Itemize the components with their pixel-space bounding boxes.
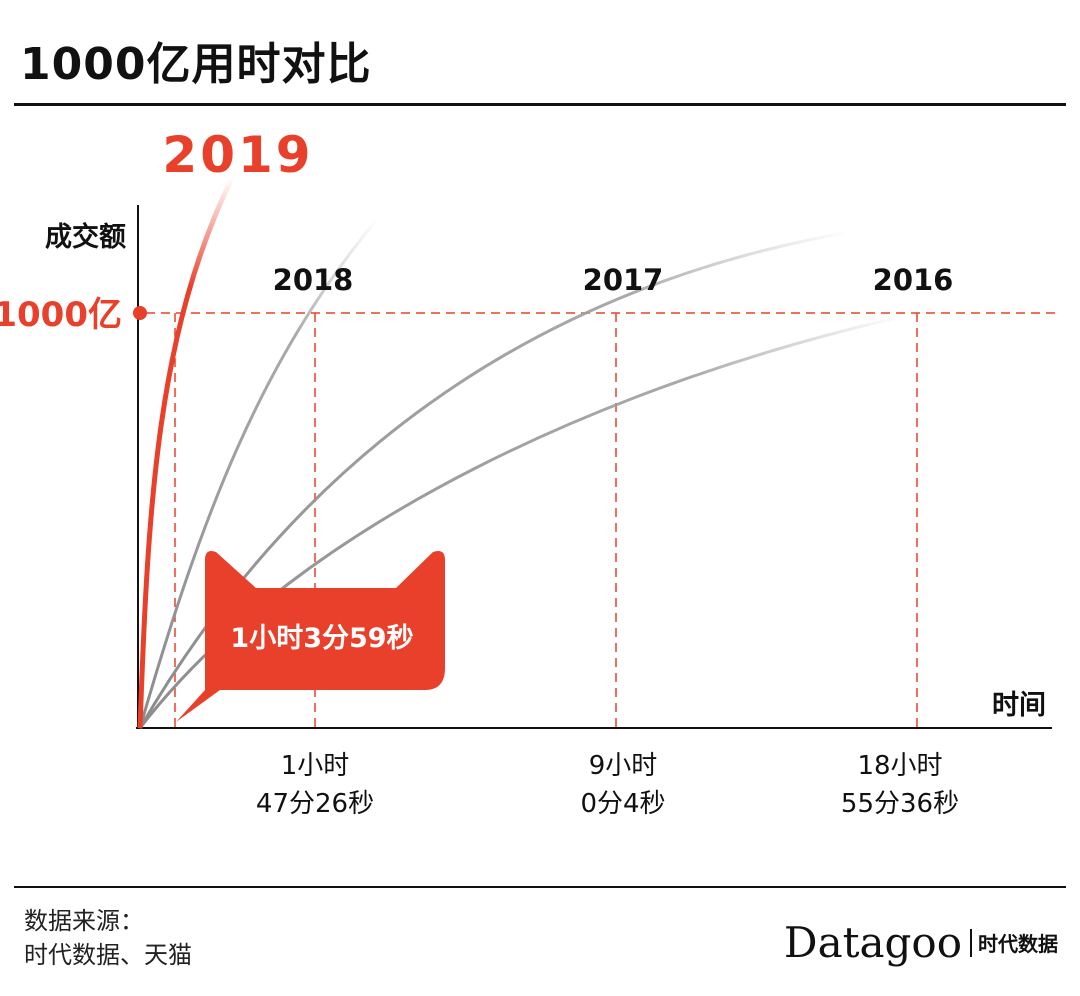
source-note: 数据来源： 时代数据、天猫 xyxy=(24,904,192,972)
y-axis-label: 成交额 xyxy=(45,221,126,253)
series-line-2019 xyxy=(137,176,235,729)
series-line-2018 xyxy=(138,217,380,729)
series-label-2019: 2019 xyxy=(162,126,313,184)
chart-canvas: 成交额 时间 1000亿 2019 2018 2017 2016 1小时3分59… xyxy=(0,126,1058,819)
brand-cn: 时代数据 xyxy=(978,932,1058,956)
brand-separator xyxy=(970,928,972,957)
brand-logo: Datagoo 时代数据 xyxy=(784,918,1058,967)
source-label: 数据来源： xyxy=(24,907,144,935)
x-tick-label-2018-line2: 47分26秒 xyxy=(256,789,374,819)
chart-title: 1000亿用时对比 xyxy=(20,39,372,90)
x-tick-label-2016-line1: 18小时 xyxy=(857,751,942,781)
brand-name: Datagoo xyxy=(783,918,962,967)
footer-divider xyxy=(14,886,1066,888)
series-label-2017: 2017 xyxy=(583,263,664,297)
series-label-2016: 2016 xyxy=(873,263,954,297)
callout-bubble-2019 xyxy=(176,551,445,722)
x-tick-label-2017-line1: 9小时 xyxy=(589,751,658,781)
x-tick-label-2018-line1: 1小时 xyxy=(281,751,350,781)
x-axis-label: 时间 xyxy=(992,690,1046,721)
x-tick-label-2017-line2: 0分4秒 xyxy=(580,789,665,819)
x-tick-label-2016-line2: 55分36秒 xyxy=(841,789,959,819)
threshold-label: 1000亿 xyxy=(0,295,122,335)
title-divider xyxy=(14,103,1066,106)
callout-text-2019: 1小时3分59秒 xyxy=(230,623,413,654)
threshold-dot xyxy=(133,306,147,320)
source-value: 时代数据、天猫 xyxy=(24,941,192,969)
series-label-2018: 2018 xyxy=(273,263,354,297)
